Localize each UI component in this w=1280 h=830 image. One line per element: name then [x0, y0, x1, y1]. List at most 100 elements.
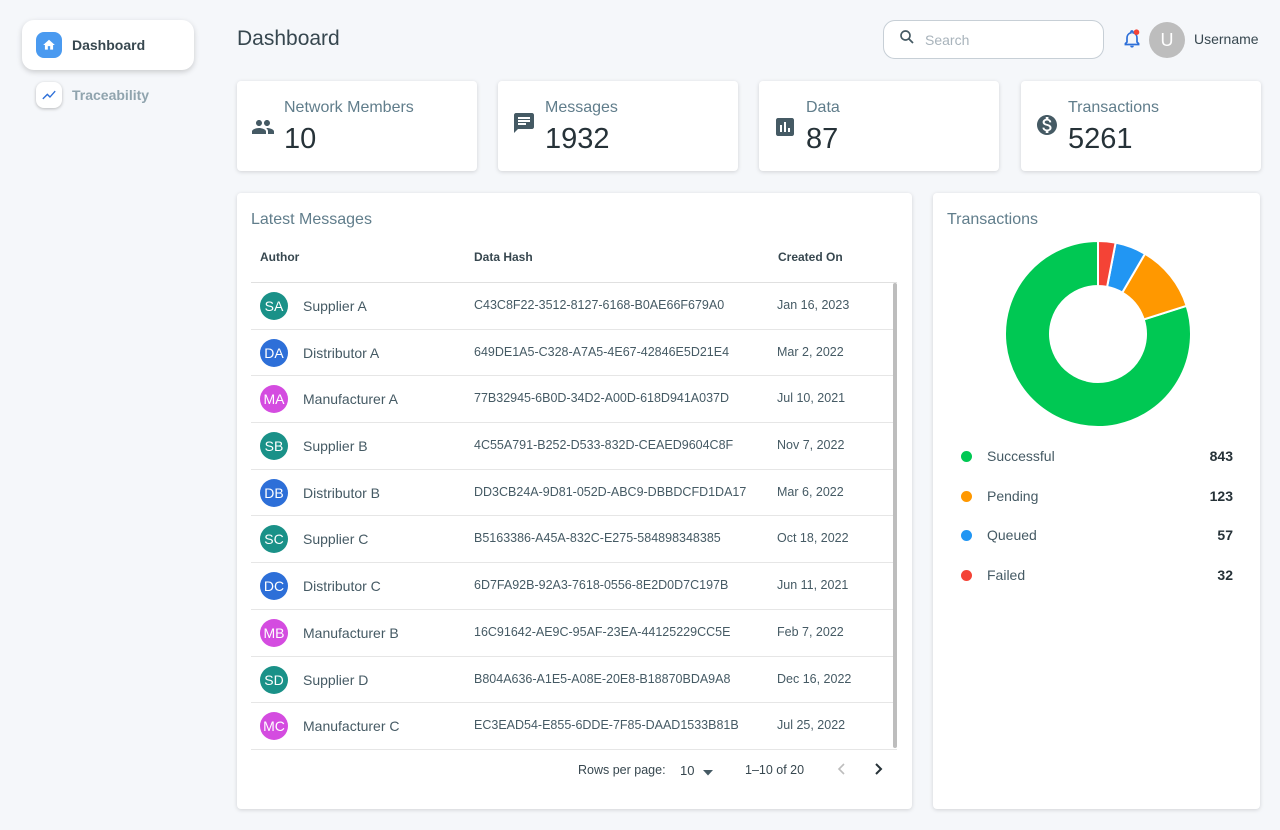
column-header-author[interactable]: Author: [260, 250, 300, 264]
author-name: Supplier D: [303, 671, 369, 688]
stat-card-messages: Messages 1932: [498, 81, 738, 171]
sidebar-item-label: Dashboard: [72, 37, 146, 53]
message-icon: [512, 111, 536, 135]
transactions-panel: Transactions Successful 843 Pending 123 Queu…: [933, 193, 1260, 809]
table-row[interactable]: DC Distributor C 6D7FA92B-92A3-7618-0556-8…: [251, 563, 897, 610]
chevron-right-icon[interactable]: [871, 761, 885, 780]
author-name: Manufacturer A: [303, 391, 398, 408]
table-row[interactable]: SC Supplier C B5163386-A45A-832C-E275-5848…: [251, 516, 897, 564]
author-name: Distributor A: [303, 344, 380, 361]
table-row[interactable]: SA Supplier A C43C8F22-3512-8127-6168-B0AE…: [251, 283, 897, 330]
rows-per-page-label: Rows per page:: [578, 763, 666, 777]
data-hash: C43C8F22-3512-8127-6168-B0AE66F679A0: [474, 298, 725, 312]
panel-title: Latest Messages: [251, 211, 372, 228]
data-hash: 649DE1A5-C328-A7A5-4E67-42846E5D21E4: [474, 344, 730, 359]
author-name: Distributor C: [303, 578, 381, 595]
data-hash: EC3EAD54-E855-6DDE-7F85-DAAD1533B81B: [474, 718, 739, 733]
stat-label: Network Members: [284, 99, 414, 116]
legend-item-successful: Successful 843: [961, 447, 1233, 467]
table-row[interactable]: MC Manufacturer C EC3EAD54-E855-6DDE-7F85-…: [251, 703, 897, 750]
stat-label: Messages: [545, 99, 618, 116]
sidebar-item-traceability[interactable]: Traceability: [22, 70, 194, 120]
author-avatar: DC: [260, 572, 288, 601]
pagination-range: 1–10 of 20: [745, 763, 805, 777]
author-avatar: SD: [260, 665, 288, 694]
table-body: SA Supplier A C43C8F22-3512-8127-6168-B0AE…: [251, 283, 897, 750]
sidebar-item-dashboard[interactable]: Dashboard: [22, 20, 194, 70]
search-icon: [898, 28, 916, 51]
table-row[interactable]: MA Manufacturer A 77B32945-6B0D-34D2-A00D-…: [251, 376, 897, 424]
table-header: Author Data Hash Created On: [251, 249, 897, 283]
table-row[interactable]: DB Distributor B DD3CB24A-9D81-052D-ABC9-D…: [251, 470, 897, 517]
data-hash: 6D7FA92B-92A3-7618-0556-8E2D0D7C197B: [474, 578, 729, 593]
avatar[interactable]: U: [1149, 22, 1185, 58]
donut-slice-failed[interactable]: [1097, 240, 1117, 289]
stat-value: 87: [806, 123, 839, 155]
created-on: Nov 7, 2022: [777, 438, 845, 453]
data-hash: B5163386-A45A-832C-E275-584898348385: [474, 531, 721, 546]
data-hash: DD3CB24A-9D81-052D-ABC9-DBBDCFD1DA17: [474, 484, 747, 499]
latest-messages-panel: Latest Messages Author Data Hash Created…: [237, 193, 912, 809]
created-on: Mar 2, 2022: [777, 344, 844, 359]
legend-value: 123: [1209, 487, 1233, 504]
legend-item-queued: Queued 57: [961, 526, 1233, 546]
search-input[interactable]: [925, 31, 1095, 48]
created-on: Jan 16, 2023: [777, 298, 850, 312]
legend-item-failed: Failed 32: [961, 566, 1233, 586]
legend-label: Successful: [987, 448, 1055, 464]
stat-card-data: Data 87: [759, 81, 999, 171]
scrollbar[interactable]: [893, 283, 897, 748]
trending-icon: [36, 82, 62, 108]
column-header-data-hash[interactable]: Data Hash: [474, 250, 533, 264]
author-name: Manufacturer B: [303, 624, 399, 641]
home-icon: [36, 32, 62, 58]
created-on: Mar 6, 2022: [777, 484, 844, 499]
panel-title: Transactions: [947, 211, 1038, 228]
data-hash: 77B32945-6B0D-34D2-A00D-618D941A037D: [474, 391, 730, 406]
search-box[interactable]: [883, 20, 1104, 59]
table-row[interactable]: MB Manufacturer B 16C91642-AE9C-95AF-23EA-…: [251, 610, 897, 657]
stat-label: Transactions: [1068, 99, 1159, 116]
author-name: Supplier C: [303, 531, 369, 548]
stat-card-transactions: Transactions 5261: [1021, 81, 1261, 171]
username[interactable]: Username: [1194, 31, 1259, 47]
legend-value: 32: [1217, 566, 1233, 583]
sidebar-item-label: Traceability: [72, 87, 150, 103]
table-row[interactable]: DA Distributor A 649DE1A5-C328-A7A5-4E67-4…: [251, 330, 897, 377]
author-avatar: MA: [260, 385, 288, 414]
data-hash: B804A636-A1E5-A08E-20E8-B18870BDA9A8: [474, 671, 731, 686]
rows-per-page-select[interactable]: 10: [680, 763, 714, 779]
created-on: Dec 16, 2022: [777, 671, 852, 686]
author-name: Distributor B: [303, 484, 381, 501]
table-row[interactable]: SD Supplier D B804A636-A1E5-A08E-20E8-B188…: [251, 657, 897, 704]
table-row[interactable]: SB Supplier B 4C55A791-B252-D533-832D-CEAE…: [251, 423, 897, 470]
stat-label: Data: [806, 99, 840, 116]
chevron-left-icon[interactable]: [835, 761, 849, 780]
author-avatar: MC: [260, 712, 288, 741]
transactions-donut-chart: [1004, 240, 1192, 428]
column-header-created-on[interactable]: Created On: [778, 250, 843, 264]
legend-dot: [961, 530, 972, 541]
created-on: Jul 10, 2021: [777, 391, 846, 406]
author-avatar: DA: [260, 338, 288, 367]
stat-value: 5261: [1068, 123, 1133, 155]
caret-down-icon: [703, 764, 714, 779]
author-name: Supplier A: [303, 298, 367, 314]
created-on: Oct 18, 2022: [777, 531, 849, 546]
data-hash: 4C55A791-B252-D533-832D-CEAED9604C8F: [474, 438, 734, 453]
created-on: Feb 7, 2022: [777, 624, 844, 639]
author-avatar: SA: [260, 292, 288, 320]
dollar-icon: [1035, 113, 1059, 137]
bar-chart-icon: [773, 115, 797, 139]
notification-bell-icon[interactable]: [1123, 29, 1141, 49]
author-name: Supplier B: [303, 438, 368, 455]
legend-value: 57: [1217, 527, 1233, 543]
people-icon: [251, 115, 275, 139]
author-avatar: SB: [260, 432, 288, 461]
stat-value: 1932: [545, 123, 610, 155]
stat-card-network-members: Network Members 10: [237, 81, 477, 171]
created-on: Jul 25, 2022: [777, 718, 846, 733]
donut-slice-successful[interactable]: [1004, 240, 1192, 428]
data-hash: 16C91642-AE9C-95AF-23EA-44125229CC5E: [474, 624, 731, 639]
sidebar: Dashboard Traceability: [0, 0, 215, 830]
